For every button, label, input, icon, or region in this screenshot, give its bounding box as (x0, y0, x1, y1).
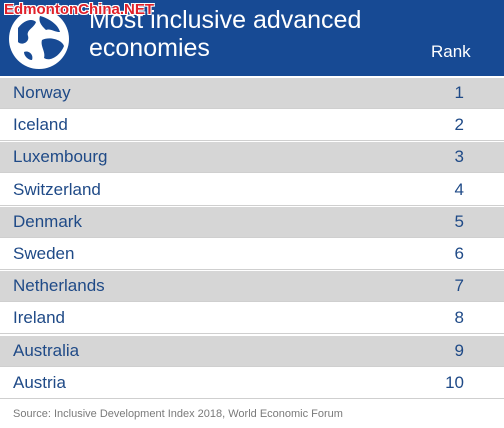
table-row: Norway 1 (0, 78, 504, 109)
country-name: Luxembourg (13, 147, 108, 167)
table-row: Austria 10 (0, 367, 504, 399)
rank-value: 8 (454, 308, 464, 328)
country-name: Australia (13, 340, 80, 360)
table-row: Denmark 5 (0, 206, 504, 238)
rank-value: 1 (454, 83, 464, 102)
header-banner: Most inclusive advanced economies Rank E… (0, 0, 504, 76)
globe-icon (9, 9, 69, 69)
table-row: Iceland 2 (0, 110, 504, 142)
country-name: Austria (13, 372, 66, 392)
table-row: Netherlands 7 (0, 271, 504, 303)
rank-value: 7 (454, 276, 464, 296)
country-name: Switzerland (13, 179, 101, 199)
table-row: Sweden 6 (0, 238, 504, 270)
country-name: Iceland (13, 115, 68, 135)
table-row: Australia 9 (0, 335, 504, 367)
source-note: Source: Inclusive Development Index 2018… (13, 408, 343, 420)
table-row: Ireland 8 (0, 303, 504, 335)
country-name: Ireland (13, 308, 65, 328)
country-name: Denmark (13, 211, 82, 231)
table-row: Switzerland 4 (0, 174, 504, 206)
rank-value: 2 (454, 115, 464, 135)
country-name: Netherlands (13, 276, 105, 296)
rank-value: 9 (454, 340, 464, 360)
country-name: Norway (13, 83, 71, 102)
rank-value: 4 (454, 179, 464, 199)
page-title: Most inclusive advanced economies (89, 6, 362, 62)
rank-value: 5 (454, 211, 464, 231)
rank-value: 3 (454, 147, 464, 167)
rank-value: 10 (445, 372, 464, 392)
ranking-table: Norway 1 Iceland 2 Luxembourg 3 Switzerland 4 De… (0, 78, 504, 400)
rank-value: 6 (454, 243, 464, 263)
watermark-label: EdmontonChina.NET (4, 1, 154, 18)
table-row: Luxembourg 3 (0, 142, 504, 174)
country-name: Sweden (13, 243, 75, 263)
rank-column-header: Rank (431, 42, 471, 61)
